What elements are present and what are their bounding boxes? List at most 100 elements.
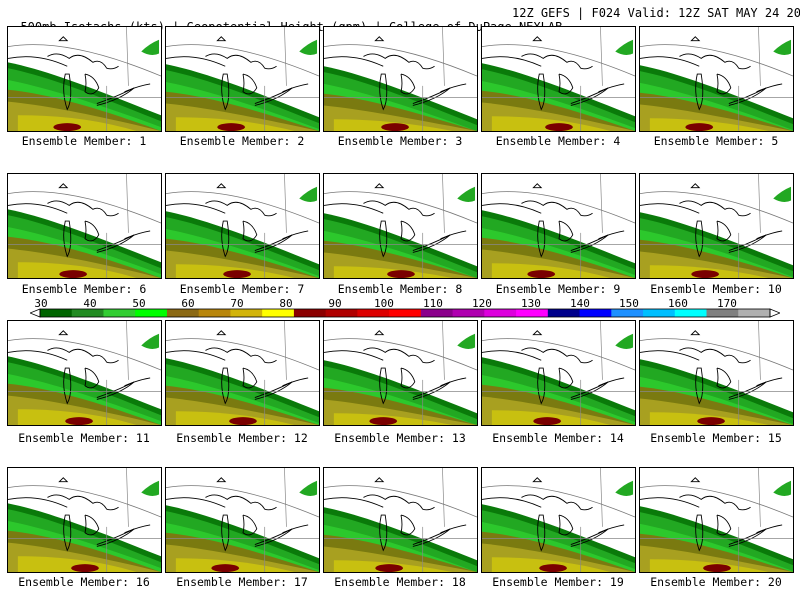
ensemble-member-panel (639, 173, 794, 279)
colorbar-outline (39, 308, 771, 318)
ensemble-member-caption: Ensemble Member: 11 (18, 431, 150, 445)
height-contour (640, 44, 793, 77)
lake-superior-outline (521, 200, 593, 217)
colorbar-swatch (452, 309, 485, 317)
ensemble-member-panel (7, 320, 162, 426)
member-map (324, 321, 477, 425)
lake-huron-outline (558, 514, 574, 536)
ensemble-member-panel (165, 173, 320, 279)
ensemble-member-caption: Ensemble Member: 5 (653, 134, 779, 148)
lake-michigan-outline (63, 220, 72, 258)
colorbar-swatch (230, 309, 263, 317)
colorbar-swatch (103, 309, 136, 317)
isotach-blob-ne (141, 480, 160, 497)
ensemble-member-caption: Ensemble Member: 1 (21, 134, 147, 148)
isotach-maximum (539, 564, 567, 572)
colorbar-tick-label: 170 (716, 297, 737, 310)
colorbar-swatch (484, 309, 517, 317)
lake-ontario-outline (124, 230, 151, 240)
lake-ontario-outline (756, 377, 783, 387)
ensemble-member-caption: Ensemble Member: 18 (334, 575, 466, 589)
ensemble-member-caption: Ensemble Member: 13 (334, 431, 466, 445)
ensemble-member-panel (639, 26, 794, 132)
colorbar-arrow-left (30, 308, 41, 318)
border-outline (482, 350, 542, 361)
member-map (166, 27, 319, 131)
lake-superior-outline (205, 200, 277, 217)
colorbar-swatch (357, 309, 390, 317)
colorbar-tick-label: 30 (34, 297, 48, 310)
lake-huron-outline (716, 367, 732, 389)
border-outline (640, 203, 700, 214)
member-map (166, 468, 319, 572)
lake-michigan-outline (537, 220, 546, 258)
height-contour (324, 485, 477, 518)
lake-michigan-outline (221, 220, 230, 258)
isotach-maximum (369, 417, 398, 425)
isotach-colorbar (30, 308, 780, 318)
ensemble-member-caption: Ensemble Member: 8 (337, 282, 463, 296)
lake-michigan-outline (537, 514, 546, 552)
ensemble-member-caption: Ensemble Member: 15 (650, 431, 782, 445)
isotach-maximum (527, 270, 556, 278)
ensemble-member-caption: Ensemble Member: 3 (337, 134, 463, 148)
lake-superior-outline (47, 347, 119, 364)
lake-michigan-outline (379, 220, 388, 258)
border-outline (8, 497, 68, 508)
state-boundaries (166, 321, 319, 425)
colorbar-swatch (643, 309, 676, 317)
lake-michigan-outline (537, 367, 546, 405)
colorbar-tick-label: 160 (667, 297, 688, 310)
lake-nipigon-outline (532, 477, 543, 483)
state-boundaries (482, 321, 635, 425)
ensemble-member-caption: Ensemble Member: 16 (18, 575, 150, 589)
lake-michigan-outline (63, 73, 72, 111)
border-outline (166, 203, 226, 214)
lake-huron-outline (84, 514, 100, 536)
border-outline (324, 56, 384, 67)
isotach-blob-ne (299, 39, 318, 56)
border-outline (324, 350, 384, 361)
lake-ontario-outline (598, 524, 625, 534)
height-contour (324, 191, 477, 224)
lake-ontario-outline (282, 230, 309, 240)
height-contour (482, 338, 635, 371)
member-map (8, 174, 161, 278)
state-boundaries (8, 174, 161, 278)
isotach-maximum (533, 417, 561, 425)
colorbar-swatch (420, 309, 454, 317)
lake-michigan-outline (695, 514, 704, 552)
isotach-maximum (685, 123, 714, 131)
lake-huron-outline (84, 73, 100, 95)
lake-ontario-outline (282, 83, 309, 93)
colorbar-swatch (547, 309, 581, 317)
state-boundaries (324, 468, 477, 572)
lake-nipigon-outline (216, 183, 227, 189)
lake-ontario-outline (598, 377, 625, 387)
height-contour (640, 485, 793, 518)
ensemble-member-caption: Ensemble Member: 10 (650, 282, 782, 296)
colorbar-tick-label: 90 (328, 297, 342, 310)
lake-superior-outline (47, 200, 119, 217)
lake-huron-outline (400, 367, 416, 389)
lake-ontario-outline (440, 377, 467, 387)
member-map (324, 27, 477, 131)
isotach-maximum (387, 270, 415, 278)
lake-huron-outline (400, 514, 416, 536)
colorbar-swatch (738, 309, 771, 317)
isotach-blob-ne (141, 333, 160, 350)
lake-ontario-outline (756, 524, 783, 534)
lake-ontario-outline (124, 524, 151, 534)
border-outline (482, 56, 542, 67)
lake-michigan-outline (695, 220, 704, 258)
isotach-blob-ne (615, 39, 634, 56)
height-contour (166, 191, 319, 224)
lake-superior-outline (363, 494, 435, 511)
border-outline (640, 350, 700, 361)
lake-superior-outline (363, 53, 435, 70)
isotach-maximum (697, 417, 725, 425)
colorbar-tick-label: 40 (83, 297, 97, 310)
member-map (482, 321, 635, 425)
member-map (324, 174, 477, 278)
lake-nipigon-outline (532, 36, 543, 42)
